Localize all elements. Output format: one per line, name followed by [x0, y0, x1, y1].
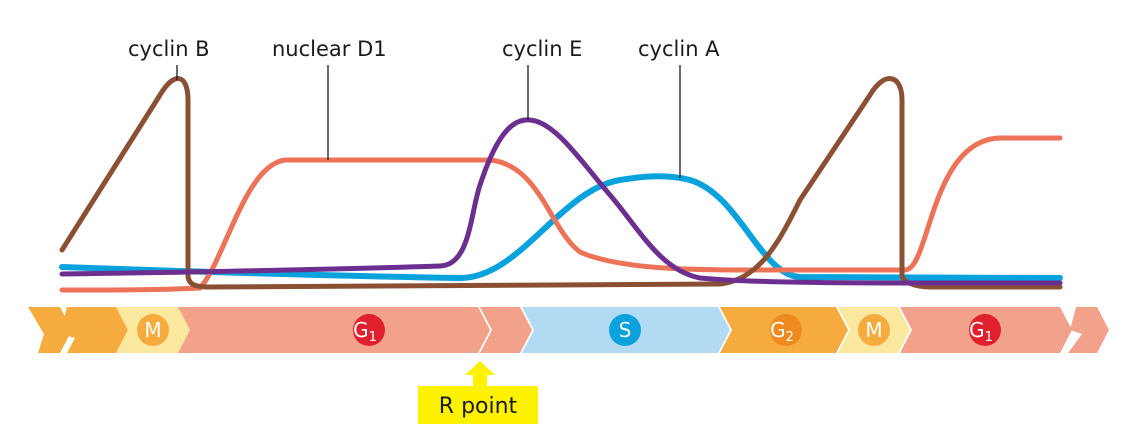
g2-phase-label: G2: [770, 318, 794, 345]
phase-g2-tail-left: [28, 307, 72, 353]
s-phase-circle: [609, 314, 641, 346]
cyclin-a-curve: [59, 173, 1063, 282]
m-phase-label-1: M: [144, 318, 161, 342]
g1-phase-circle-2: [969, 314, 1001, 346]
cyclin-a-label: cyclin A: [638, 37, 720, 61]
cyclin-b-curve: [59, 76, 1063, 290]
m-phase-circle-1: [137, 314, 169, 346]
cyclin-e-curve: [59, 117, 1063, 286]
m-phase-circle-2: [858, 314, 890, 346]
g1-phase-label-2: G1: [969, 318, 993, 345]
cyclin-e-label: cyclin E: [502, 37, 582, 61]
g1-phase-circle-1: [353, 314, 385, 346]
g1-phase-label-1: G1: [353, 318, 377, 345]
s-phase-label: S: [619, 318, 632, 342]
cyclin-b-label: cyclin B: [128, 37, 210, 61]
r-point-arrow: [465, 361, 495, 388]
phase-g2-tail-left-b: [60, 307, 128, 353]
phase-g1-tail-right: [1068, 307, 1109, 353]
phase-g1-1: [178, 307, 490, 353]
m-phase-label-2: M: [865, 318, 882, 342]
nuclear-d1-label: nuclear D1: [272, 37, 387, 61]
r-point-label: R point: [439, 394, 518, 419]
phase-g1-1-late: [480, 307, 532, 353]
g2-phase-circle: [770, 314, 802, 346]
r-point-box: [418, 386, 538, 424]
